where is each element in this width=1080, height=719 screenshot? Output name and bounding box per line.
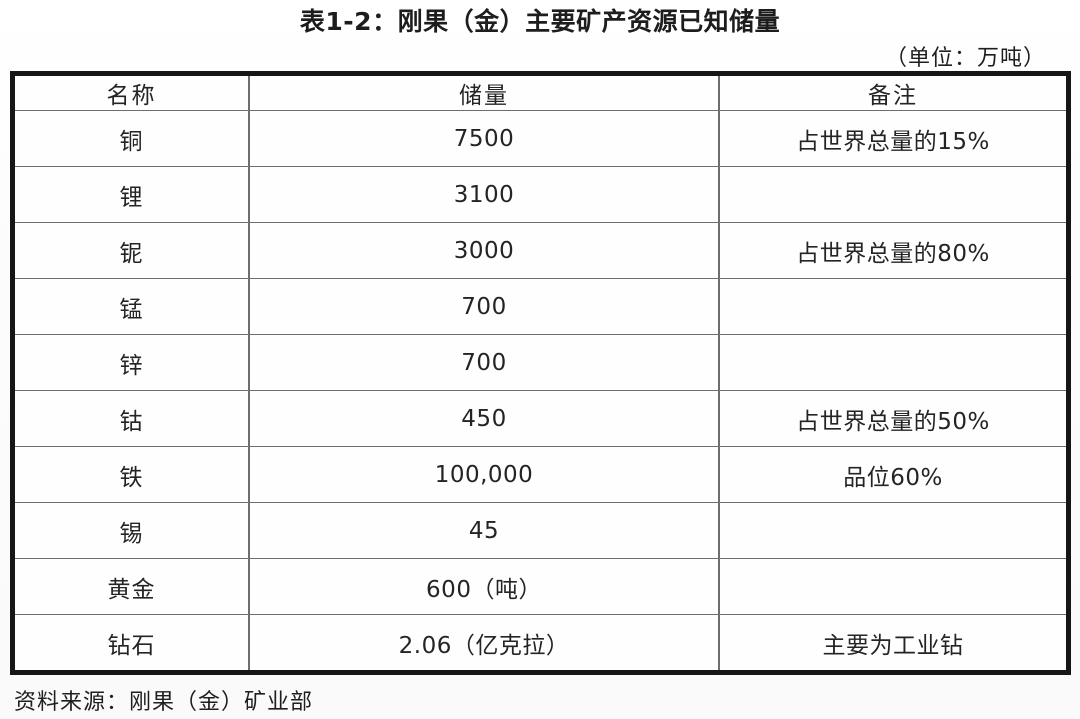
cell-value: 2.06（亿克拉） <box>248 614 720 670</box>
cell-value: 600（吨） <box>248 558 720 616</box>
cell-note <box>718 502 1066 560</box>
cell-value: 3100 <box>248 166 720 224</box>
cell-name: 锌 <box>15 334 250 392</box>
cell-name: 钴 <box>15 390 250 448</box>
cell-name: 钻石 <box>15 614 250 670</box>
column-header-value: 储量 <box>248 76 720 111</box>
table-row: 钴 450 占世界总量的50% <box>15 390 1066 448</box>
table-header-row: 名称 储量 备注 <box>15 76 1066 111</box>
column-header-note: 备注 <box>718 76 1066 111</box>
mineral-reserves-table: 名称 储量 备注 铜 7500 占世界总量的15% 锂 3100 铌 <box>10 71 1071 675</box>
cell-note: 占世界总量的15% <box>718 109 1066 168</box>
cell-value: 100,000 <box>248 446 720 504</box>
page-title: 表1-2：刚果（金）主要矿产资源已知储量 <box>299 7 781 36</box>
cell-name: 锰 <box>15 278 250 336</box>
table-row: 铜 7500 占世界总量的15% <box>15 109 1066 168</box>
table-body: 铜 7500 占世界总量的15% 锂 3100 铌 3000 占世界总量的80%… <box>15 109 1066 670</box>
cell-value: 7500 <box>248 109 720 168</box>
table-row: 锂 3100 <box>15 166 1066 224</box>
cell-value: 450 <box>248 390 720 448</box>
cell-name: 铜 <box>15 109 250 168</box>
table-row: 铁 100,000 品位60% <box>15 446 1066 504</box>
source-citation: 资料来源：刚果（金）矿业部 <box>14 690 314 715</box>
cell-name: 铁 <box>15 446 250 504</box>
table-row: 黄金 600（吨） <box>15 558 1066 616</box>
cell-name: 黄金 <box>15 558 250 616</box>
cell-value: 700 <box>248 334 720 392</box>
table-row: 铌 3000 占世界总量的80% <box>15 222 1066 280</box>
cell-name: 锡 <box>15 502 250 560</box>
cell-note: 品位60% <box>718 446 1066 504</box>
table-row: 锌 700 <box>15 334 1066 392</box>
unit-note: （单位：万吨） <box>884 46 1046 71</box>
cell-note <box>718 166 1066 224</box>
cell-note: 主要为工业钻 <box>718 614 1066 670</box>
cell-note: 占世界总量的80% <box>718 222 1066 280</box>
cell-note <box>718 334 1066 392</box>
cell-note <box>718 278 1066 336</box>
table-row: 锰 700 <box>15 278 1066 336</box>
cell-name: 锂 <box>15 166 250 224</box>
cell-value: 45 <box>248 502 720 560</box>
cell-note <box>718 558 1066 616</box>
table-header: 名称 储量 备注 <box>15 76 1066 111</box>
cell-note: 占世界总量的50% <box>718 390 1066 448</box>
cell-value: 700 <box>248 278 720 336</box>
column-header-name: 名称 <box>15 76 250 111</box>
cell-name: 铌 <box>15 222 250 280</box>
table-row: 锡 45 <box>15 502 1066 560</box>
cell-value: 3000 <box>248 222 720 280</box>
table-row: 钻石 2.06（亿克拉） 主要为工业钻 <box>15 614 1066 670</box>
